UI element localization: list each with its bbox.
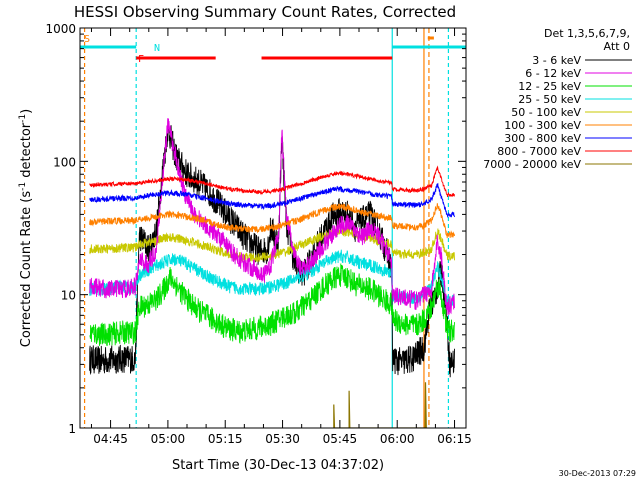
y-label-main: Corrected Count Rate (s — [19, 191, 34, 348]
y-axis-label: Corrected Count Rate (s-1 detector-1) — [18, 109, 34, 347]
series-line-2 — [89, 263, 455, 346]
legend-label-6: 300 - 800 keV — [504, 132, 581, 145]
flag-label-s: S — [84, 34, 90, 45]
axes-layer: 04:45 05:00 05:15 05:30 05:45 06:00 06:15 1 10 10… — [45, 22, 471, 446]
legend-label-2: 12 - 25 keV — [518, 80, 581, 93]
series-line-5 — [89, 202, 455, 239]
legend-label-5: 100 - 300 keV — [504, 119, 581, 132]
series-layer — [89, 118, 455, 428]
series-line-1 — [89, 118, 455, 316]
series-line-7 — [89, 165, 455, 198]
x-tick-label-5: 06:00 — [380, 432, 415, 446]
y-tick-label-3: 1000 — [45, 22, 76, 36]
x-tick-label-6: 06:15 — [437, 432, 472, 446]
series-line-0 — [89, 119, 455, 378]
x-tick-label-4: 05:45 — [323, 432, 358, 446]
y-tick-label-1: 10 — [61, 289, 76, 303]
y-label-end: ) — [19, 109, 34, 114]
flag-label-f: F — [138, 54, 144, 65]
legend-label-3: 25 - 50 keV — [518, 93, 581, 106]
y-label-mid: detector — [19, 122, 34, 182]
x-tick-label-0: 04:45 — [93, 432, 128, 446]
y-tick-label-2: 100 — [53, 155, 76, 169]
series-line-8 — [333, 382, 427, 428]
legend-label-0: 3 - 6 keV — [532, 54, 581, 67]
legend-header-line-2: Att 0 — [604, 40, 630, 53]
flag-label-n: N — [154, 43, 160, 54]
legend-header-line-1: Det 1,3,5,6,7,9, — [544, 27, 630, 40]
legend-label-4: 50 - 100 keV — [511, 106, 581, 119]
x-axis-label: Start Time (30-Dec-13 04:37:02) — [172, 458, 384, 473]
x-tick-label-3: 05:30 — [265, 432, 300, 446]
y-tick-label-0: 1 — [68, 422, 76, 436]
series-line-3 — [89, 249, 455, 307]
series-line-6 — [89, 182, 455, 219]
legend-label-7: 800 - 7000 keV — [497, 145, 581, 158]
legend-label-8: 7000 - 20000 keV — [483, 158, 581, 171]
x-tick-label-2: 05:15 — [208, 432, 243, 446]
y-label-sup2: -1 — [18, 114, 28, 123]
y-label-sup1: -1 — [18, 182, 28, 191]
x-tick-label-1: 05:00 — [151, 432, 186, 446]
footer-timestamp: 30-Dec-2013 07:29 — [559, 469, 636, 478]
chart-title: HESSI Observing Summary Count Rates, Cor… — [74, 3, 456, 21]
legend-label-1: 6 - 12 keV — [525, 67, 581, 80]
plot-frame — [79, 27, 467, 429]
